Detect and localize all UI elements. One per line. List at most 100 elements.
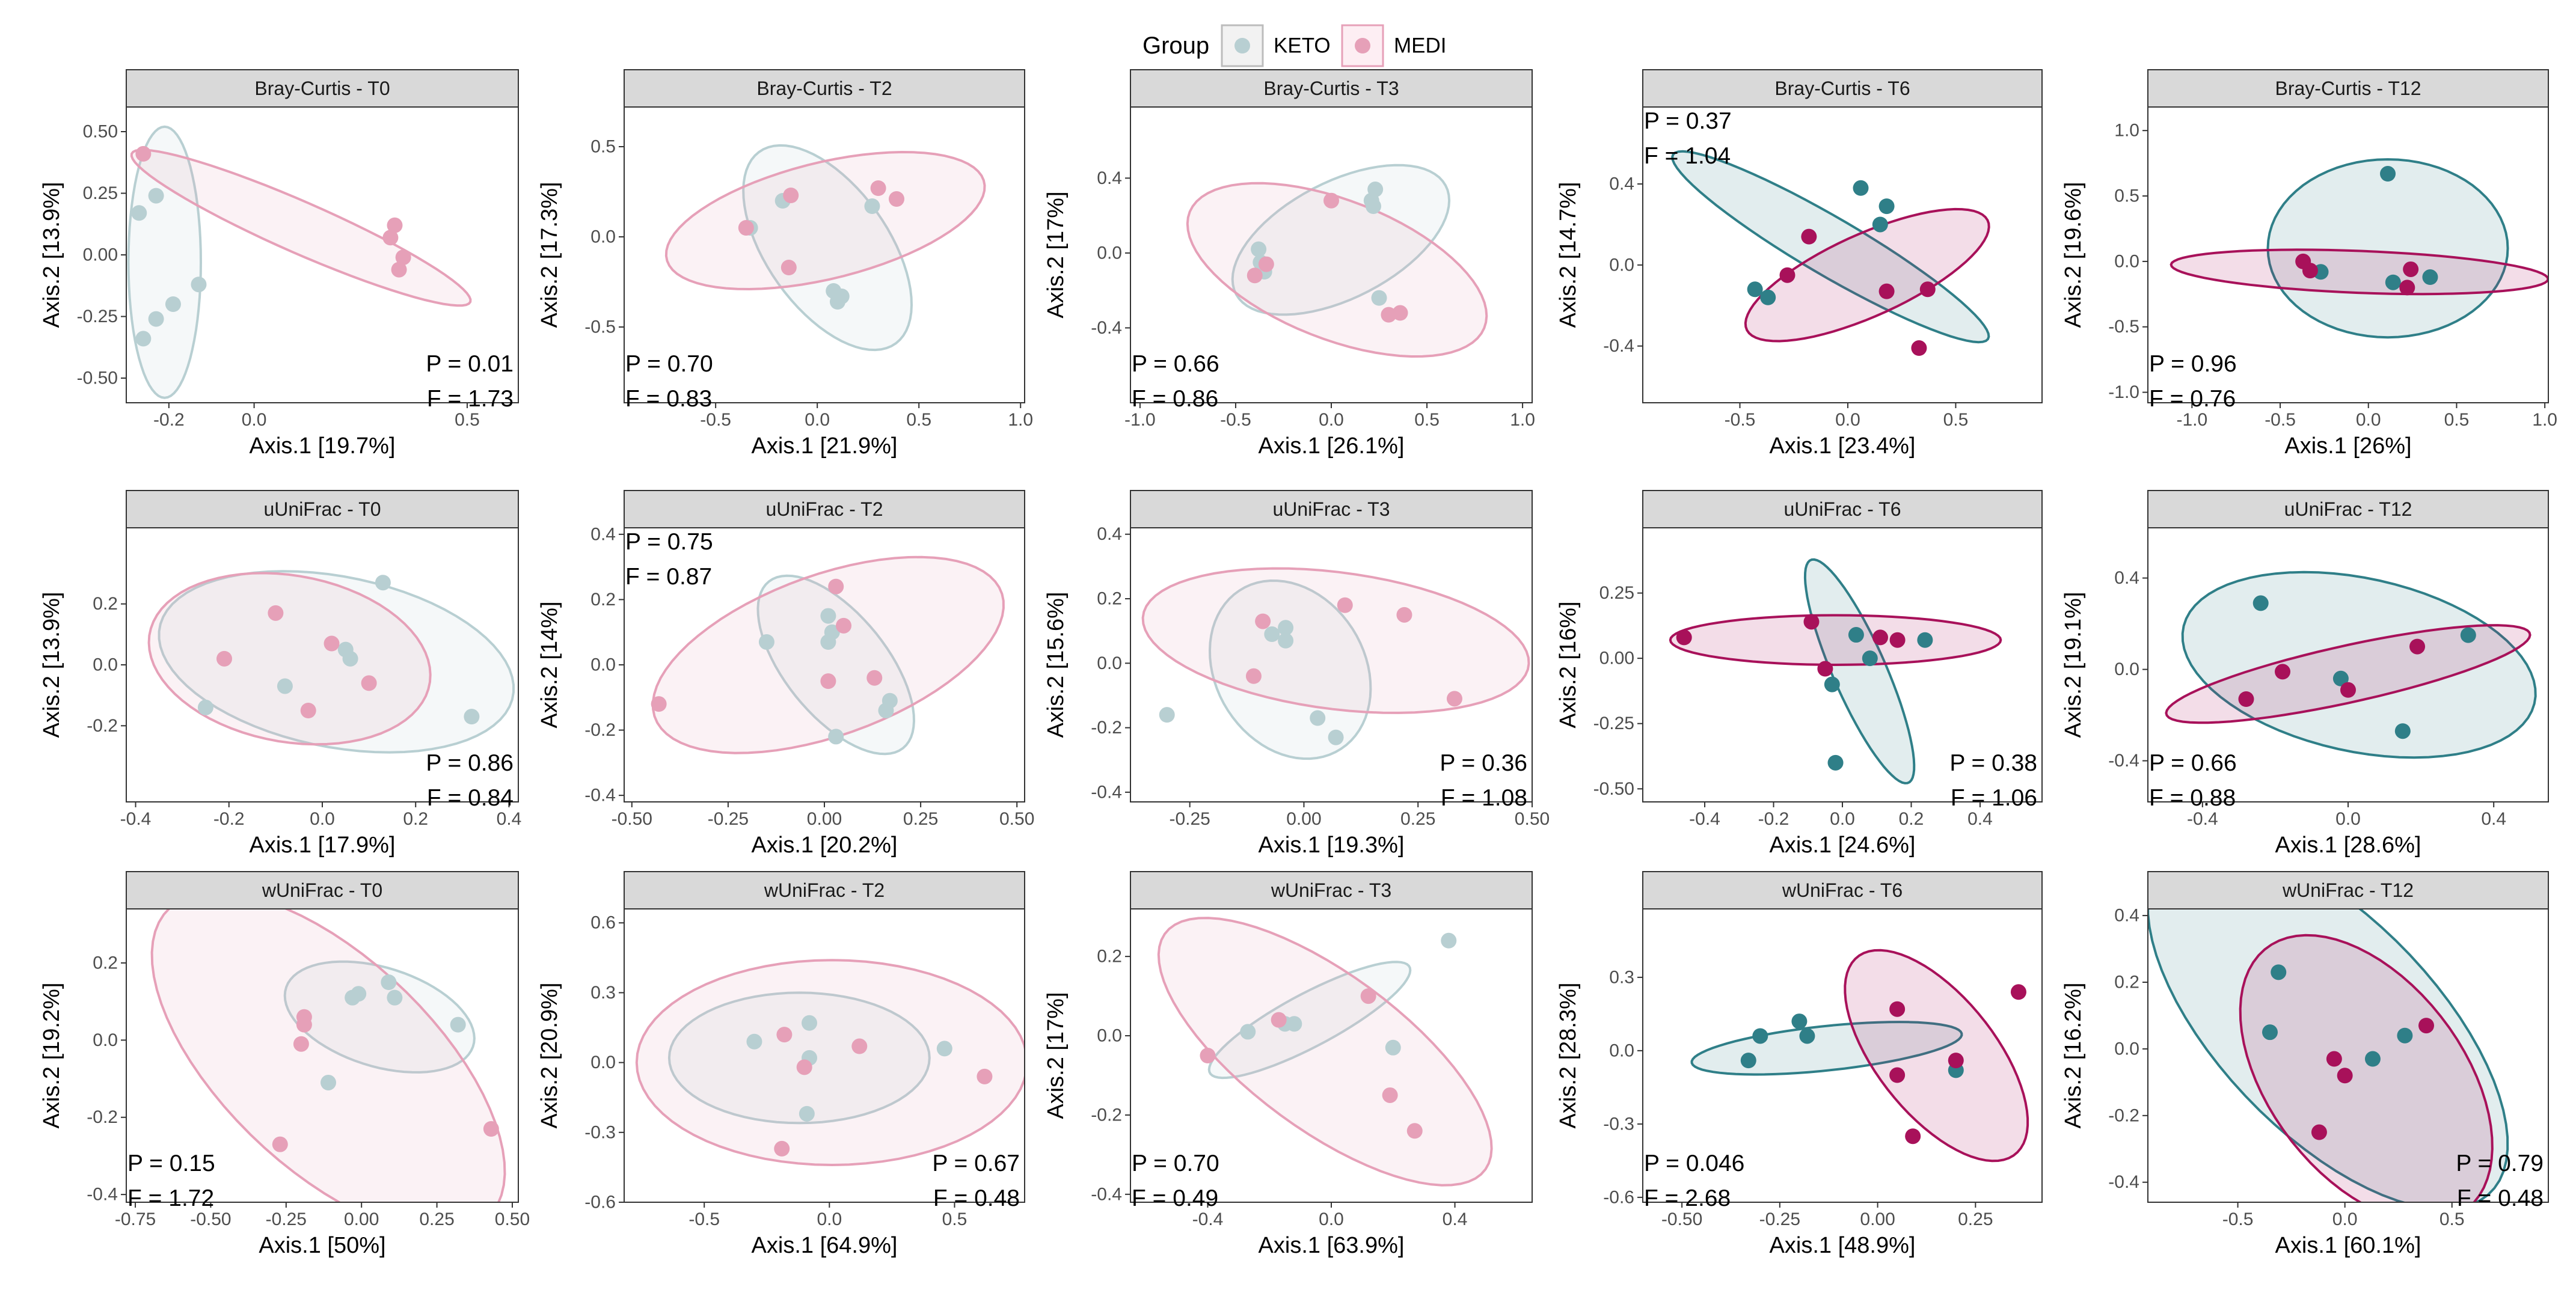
point-keto: [1872, 216, 1888, 233]
x-tick-label: 0.00: [807, 809, 842, 829]
y-tick-label: 0.4: [2114, 568, 2139, 588]
y-tick-label: 0.0: [590, 655, 616, 675]
point-keto: [277, 678, 293, 694]
panel-strip: [624, 871, 1025, 909]
point-medi: [1948, 1053, 1964, 1069]
stat-f-value: F = 0.48: [933, 1185, 1020, 1211]
plot-border: [1642, 908, 2043, 1203]
point-medi: [216, 650, 232, 667]
y-tick-label: 0.3: [1609, 967, 1634, 987]
point-keto: [1286, 1016, 1302, 1032]
x-tick-label: 0.2: [403, 809, 428, 829]
point-keto: [387, 989, 403, 1006]
point-medi: [1446, 691, 1462, 707]
point-keto: [1251, 241, 1267, 257]
x-tick-label: -0.5: [700, 410, 731, 430]
stat-f-value: F = 0.83: [625, 386, 712, 412]
point-medi: [1911, 340, 1927, 356]
plot-layer: [2170, 158, 2548, 339]
panel-title: uUniFrac - T2: [765, 498, 883, 520]
plot-layer: [147, 570, 515, 754]
point-medi: [272, 1136, 288, 1152]
point-keto: [1278, 632, 1294, 649]
point-keto: [2422, 269, 2438, 286]
plot-area: [1130, 909, 1532, 1202]
plot-layer: [635, 959, 1025, 1167]
plot-area: [1643, 909, 2042, 1202]
x-tick-label: -0.5: [2222, 1209, 2254, 1229]
y-axis-title: Axis.2 [20.9%]: [537, 983, 562, 1129]
x-axis-title: Axis.1 [26%]: [2284, 433, 2411, 459]
x-tick-label: 0.4: [497, 809, 522, 829]
plot-area: [2148, 107, 2548, 403]
plot-border: [1642, 106, 2043, 403]
plot-layer: [127, 125, 472, 399]
panel-bray-curtis-t3: Bray-Curtis - T3 -1.0 -0.5 0.0 0.5 1.0 -0.4 0.0…: [1043, 69, 1535, 459]
x-axis-title: Axis.1 [63.9%]: [1259, 1233, 1405, 1258]
point-medi: [1271, 1012, 1287, 1028]
point-medi: [1245, 668, 1262, 684]
y-tick-label: 0.2: [93, 594, 118, 614]
point-medi: [1817, 661, 1833, 677]
point-medi: [1382, 1087, 1398, 1103]
y-axis-title: Axis.2 [28.3%]: [1556, 983, 1581, 1129]
point-keto: [135, 331, 152, 347]
point-medi: [836, 617, 852, 634]
legend: Group KETO MEDI: [1142, 24, 1447, 67]
point-medi: [391, 261, 407, 278]
x-axis-title: Axis.1 [19.3%]: [1259, 833, 1405, 858]
point-keto: [2271, 964, 2287, 980]
point-medi: [1889, 1067, 1906, 1083]
point-keto: [381, 974, 397, 990]
point-keto: [2332, 670, 2349, 686]
x-tick-label: 0.50: [495, 1209, 530, 1229]
ellipse-keto: [158, 570, 515, 754]
point-medi: [889, 191, 905, 207]
x-tick-label: -0.50: [612, 809, 652, 829]
x-tick-label: -0.4: [1192, 1209, 1224, 1229]
y-tick-label: 0.0: [1097, 653, 1122, 673]
y-tick-label: 0.3: [590, 983, 616, 1003]
stat-p-value: P = 0.96: [2149, 351, 2237, 377]
y-tick-label: -0.50: [77, 368, 118, 388]
point-medi: [1200, 1048, 1216, 1063]
stat-p-value: P = 0.15: [127, 1151, 215, 1176]
y-tick-label: 0.0: [590, 1053, 616, 1072]
point-keto: [1791, 1013, 1808, 1030]
point-medi: [1889, 1001, 1906, 1017]
panel-title: uUniFrac - T3: [1272, 498, 1390, 520]
y-tick-label: -0.4: [87, 1185, 118, 1205]
x-tick-label: -0.5: [2265, 410, 2296, 430]
y-tick-label: -0.3: [584, 1122, 616, 1142]
point-medi: [1255, 613, 1271, 629]
y-tick-label: -0.2: [87, 1107, 118, 1127]
y-axis-title: Axis.2 [13.9%]: [39, 592, 64, 738]
point-medi: [2311, 1124, 2327, 1140]
plot-layer: [150, 909, 506, 1202]
x-tick-label: 0.0: [2356, 410, 2381, 430]
y-tick-label: 0.25: [1599, 583, 1634, 603]
x-tick-label: 0.0: [2332, 1209, 2358, 1229]
legend-key-keto: [1234, 38, 1250, 53]
point-keto: [1740, 1053, 1756, 1069]
panel-title: Bray-Curtis - T2: [756, 78, 892, 99]
point-medi: [820, 673, 836, 689]
point-keto: [320, 1074, 337, 1090]
x-tick-label: -0.4: [1689, 809, 1720, 829]
stat-p-value: P = 0.37: [1644, 108, 1732, 134]
panel-strip: [2147, 871, 2549, 909]
x-tick-label: 0.00: [1860, 1209, 1895, 1229]
y-axis-title: Axis.2 [16.2%]: [2061, 983, 2086, 1129]
plot-layer: [1669, 558, 2002, 784]
point-keto: [1310, 710, 1326, 726]
plot-layer: [1186, 164, 1488, 358]
x-axis-title: Axis.1 [50%]: [259, 1233, 385, 1258]
point-keto: [864, 198, 880, 214]
x-tick-label: -0.50: [190, 1209, 231, 1229]
panel-bray-curtis-t2: Bray-Curtis - T2 -0.5 0.0 0.5 1.0 -0.5 0.0 0.5 A…: [537, 69, 1033, 459]
panel-title: Bray-Curtis - T6: [1774, 78, 1910, 99]
point-keto: [191, 277, 207, 293]
point-medi: [2409, 638, 2426, 655]
point-medi: [774, 1140, 790, 1157]
